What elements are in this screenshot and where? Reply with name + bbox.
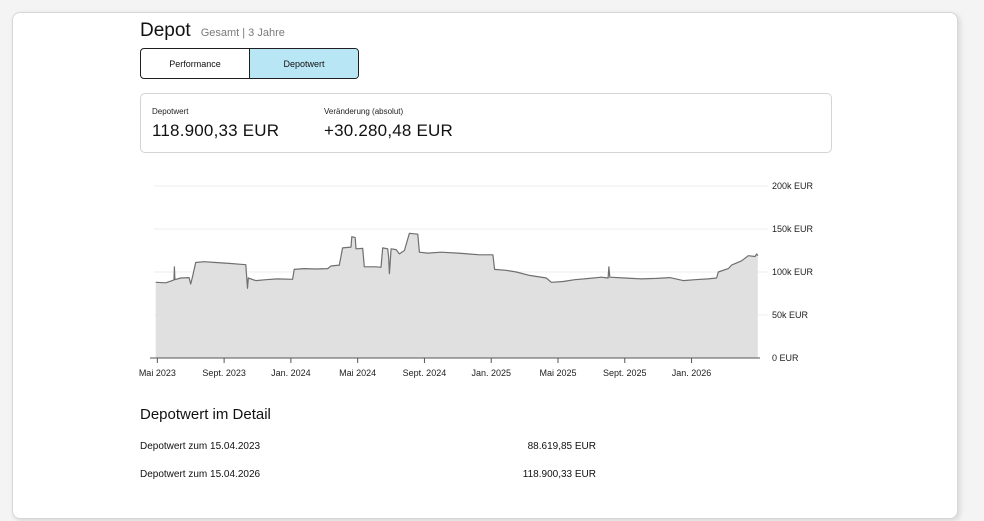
detail-row-value: 88.619,85 EUR (527, 441, 596, 452)
depotwert-value: 118.900,33 EUR (152, 121, 280, 140)
detail-row-label: Depotwert zum 15.04.2026 (140, 469, 261, 480)
x-tick-label: Sept. 2023 (202, 368, 246, 378)
y-tick-label: 150k EUR (772, 224, 814, 234)
series-area (155, 233, 758, 358)
x-tick-label: Mai 2023 (139, 368, 176, 378)
x-tick-label: Jan. 2024 (271, 368, 311, 378)
x-tick-label: Sept. 2025 (603, 368, 647, 378)
x-tick-label: Jan. 2026 (672, 368, 712, 378)
y-tick-label: 50k EUR (772, 310, 809, 320)
depotwert-metric: Depotwert 118.900,33 EUR (152, 107, 279, 141)
x-tick-label: Mai 2024 (339, 368, 376, 378)
y-tick-label: 0 EUR (772, 353, 799, 363)
change-value: +30.280,48 EUR (324, 121, 453, 140)
series-line (155, 232, 759, 289)
x-tick-label: Mai 2025 (539, 368, 576, 378)
tab-depotwert[interactable]: Depotwert (249, 49, 358, 78)
x-tick-label: Jan. 2025 (471, 368, 511, 378)
x-tick-label: Sept. 2024 (403, 368, 447, 378)
page-subtitle: Gesamt | 3 Jahre (200, 27, 285, 39)
y-tick-label: 200k EUR (772, 181, 814, 191)
detail-row: Depotwert zum 15.04.2023 88.619,85 EUR (140, 441, 596, 455)
detail-row-value: 118.900,33 EUR (522, 469, 596, 480)
page-title: Depot (140, 20, 191, 41)
summary-box: Depotwert 118.900,33 EUR Veränderung (ab… (140, 93, 832, 153)
detail-row-label: Depotwert zum 15.04.2023 (140, 441, 261, 452)
change-metric: Veränderung (absolut) +30.280,48 EUR (324, 107, 453, 141)
detail-row: Depotwert zum 15.04.2026 118.900,33 EUR (140, 469, 596, 483)
depotwert-label: Depotwert (152, 107, 189, 116)
change-label: Veränderung (absolut) (324, 107, 404, 116)
detail-title: Depotwert im Detail (140, 406, 271, 423)
y-tick-label: 100k EUR (772, 267, 814, 277)
header: Depot Gesamt | 3 Jahre (140, 20, 285, 42)
view-toggle: Performance Depotwert (140, 48, 359, 79)
tab-performance[interactable]: Performance (169, 58, 221, 69)
